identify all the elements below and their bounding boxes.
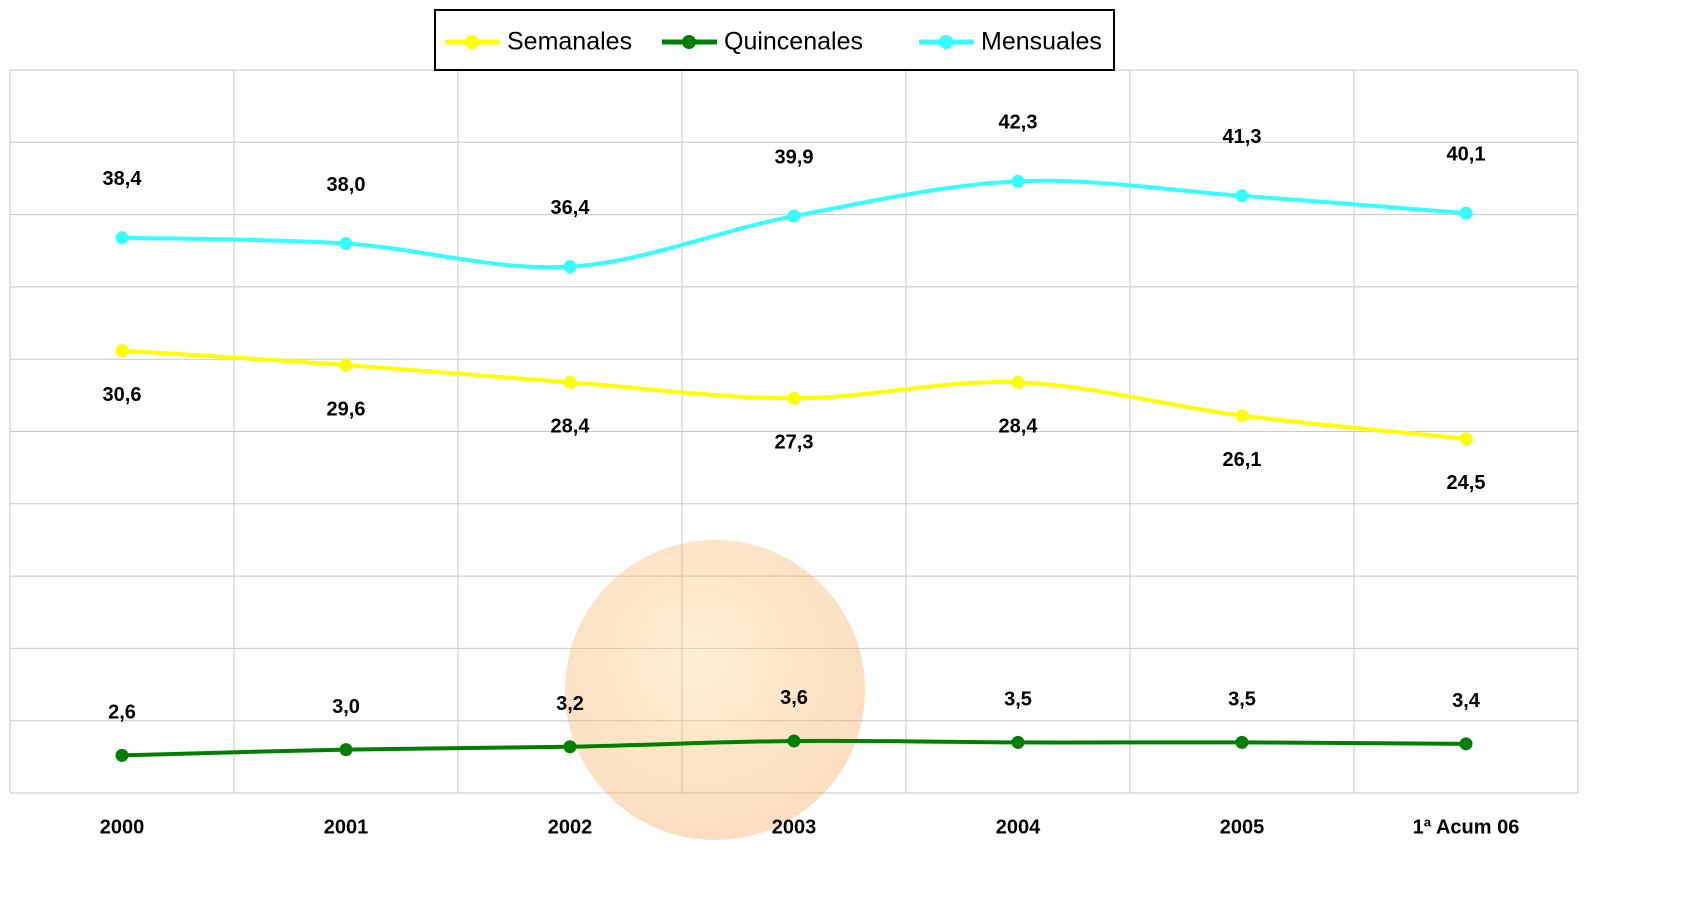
x-tick-label: 2004: [996, 816, 1041, 838]
data-point: [563, 375, 577, 389]
data-label: 3,5: [1004, 689, 1032, 711]
data-point: [1011, 735, 1025, 749]
legend-label: Quincenales: [724, 28, 863, 56]
data-label: 36,4: [551, 197, 591, 219]
data-point: [1459, 737, 1473, 751]
data-point: [339, 358, 353, 372]
data-point: [115, 344, 129, 358]
data-label: 3,4: [1452, 690, 1481, 712]
data-label: 27,3: [775, 432, 814, 454]
data-point: [563, 740, 577, 754]
data-point: [1235, 189, 1249, 203]
data-label: 26,1: [1223, 449, 1262, 471]
data-point: [339, 743, 353, 757]
data-label: 3,5: [1228, 689, 1256, 711]
data-point: [1235, 409, 1249, 423]
data-point: [1459, 206, 1473, 220]
data-point: [563, 260, 577, 274]
x-tick-label: 1ª Acum 06: [1413, 816, 1520, 838]
data-label: 28,4: [551, 416, 591, 438]
data-point: [787, 209, 801, 223]
data-label: 40,1: [1447, 143, 1486, 165]
x-tick-label: 2000: [100, 816, 145, 838]
x-tick-label: 2001: [324, 816, 369, 838]
legend-marker: [465, 35, 479, 49]
data-label: 3,2: [556, 693, 584, 715]
grid: [9, 69, 1579, 794]
data-point: [1011, 375, 1025, 389]
data-point: [787, 391, 801, 405]
data-label: 41,3: [1223, 126, 1262, 148]
data-point: [115, 748, 129, 762]
data-point: [1459, 432, 1473, 446]
data-label: 3,6: [780, 687, 808, 709]
data-label: 38,0: [327, 174, 366, 196]
data-point: [115, 231, 129, 245]
data-point: [1011, 174, 1025, 188]
legend-box: [434, 9, 1115, 71]
legend-marker: [939, 35, 953, 49]
x-tick-label: 2002: [548, 816, 593, 838]
data-label: 29,6: [327, 398, 366, 420]
data-label: 2,6: [108, 702, 136, 724]
data-label: 42,3: [999, 112, 1038, 134]
data-label: 3,0: [332, 696, 360, 718]
legend-label: Semanales: [507, 28, 632, 56]
data-point: [1235, 735, 1249, 749]
series-line: [121, 178, 1467, 270]
x-tick-label: 2005: [1220, 816, 1265, 838]
data-label: 30,6: [103, 384, 142, 406]
x-tick-label: 2003: [772, 816, 817, 838]
data-label: 39,9: [775, 146, 814, 168]
data-point: [339, 237, 353, 251]
data-label: 24,5: [1447, 472, 1486, 494]
data-label: 38,4: [103, 168, 143, 190]
data-point: [787, 734, 801, 748]
data-label: 28,4: [999, 416, 1039, 438]
legend-label: Mensuales: [981, 28, 1102, 56]
background-decoration: [565, 540, 865, 840]
legend-marker: [682, 35, 696, 49]
